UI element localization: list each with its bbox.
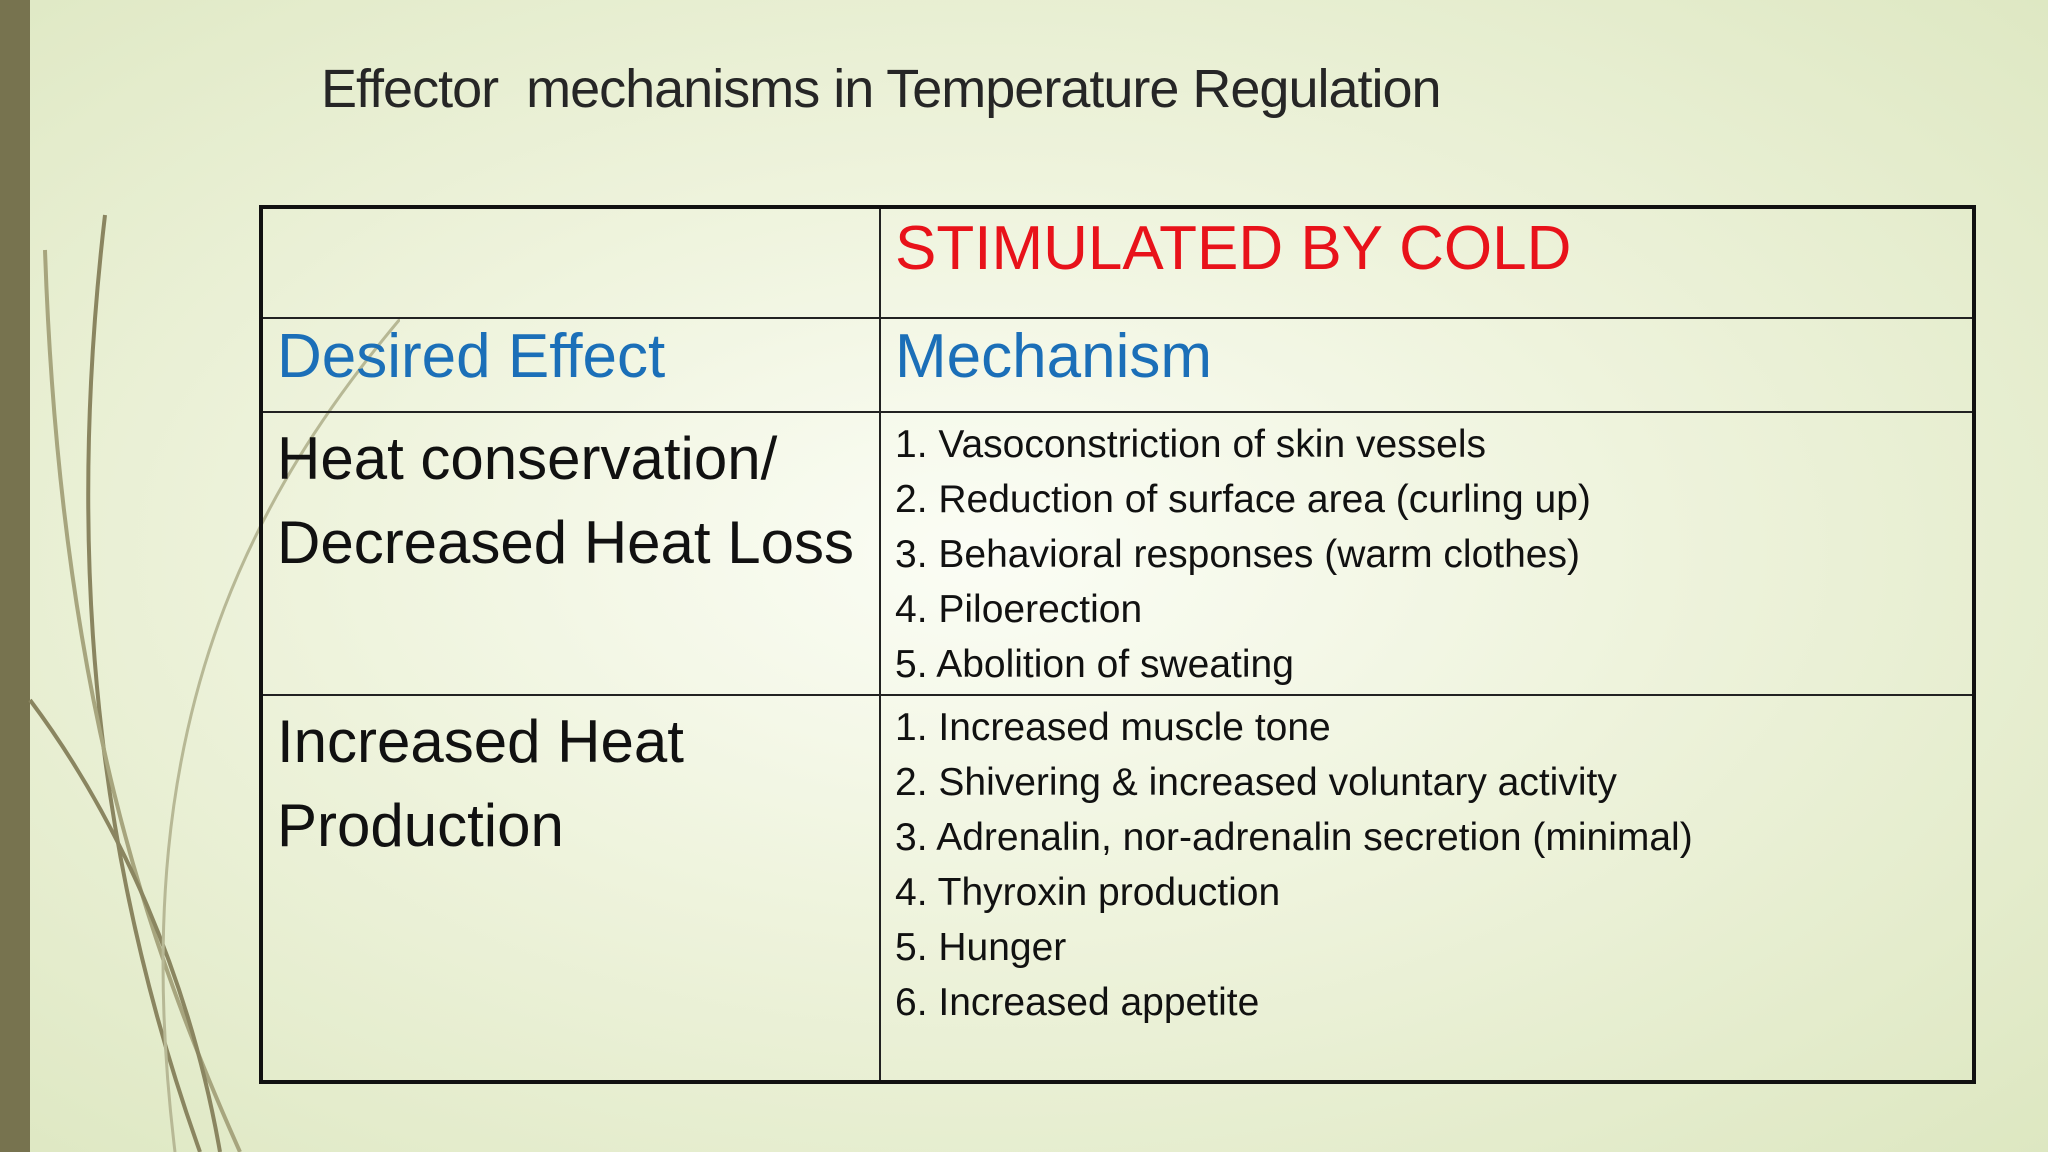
mechanism-item: 1. Increased muscle tone [895, 706, 1331, 749]
effect-text: Production [277, 792, 564, 859]
effect-text: Decreased Heat Loss [277, 509, 854, 576]
effect-text: Increased Heat [277, 708, 684, 775]
effect-label: Desired Effect [277, 322, 666, 391]
mechanism-item: 5. Hunger [895, 926, 1067, 969]
mechanism-item: 6. Increased appetite [895, 981, 1260, 1024]
row-divider [263, 694, 1972, 696]
decoration [28, 214, 400, 1152]
mechanism-item: 3. Behavioral responses (warm clothes) [895, 533, 1580, 576]
mechanism-item: 5. Abolition of sweating [895, 643, 1294, 686]
column-divider [879, 209, 881, 1080]
side-stripe [0, 0, 30, 1152]
row-divider [263, 317, 1972, 319]
mechanism-item: 2. Shivering & increased voluntary activ… [895, 761, 1617, 804]
row-divider [263, 411, 1972, 413]
mechanism-label: Mechanism [895, 322, 1212, 391]
effect-text: Heat conservation/ [277, 425, 778, 492]
mechanism-item: 2. Reduction of surface area (curling up… [895, 478, 1591, 521]
slide-title: Effector mechanisms in Temperature Regul… [321, 59, 1442, 119]
table: STIMULATED BY COLD Desired Effect Mechanis… [259, 205, 1976, 1084]
mechanism-item: 4. Piloerection [895, 588, 1143, 631]
mechanism-item: 4. Thyroxin production [895, 871, 1281, 914]
mechanism-item: 1. Vasoconstriction of skin vessels [895, 423, 1487, 466]
mechanism-item: 3. Adrenalin, nor-adrenalin secretion (m… [895, 816, 1693, 859]
column-header: STIMULATED BY COLD [895, 214, 1572, 283]
